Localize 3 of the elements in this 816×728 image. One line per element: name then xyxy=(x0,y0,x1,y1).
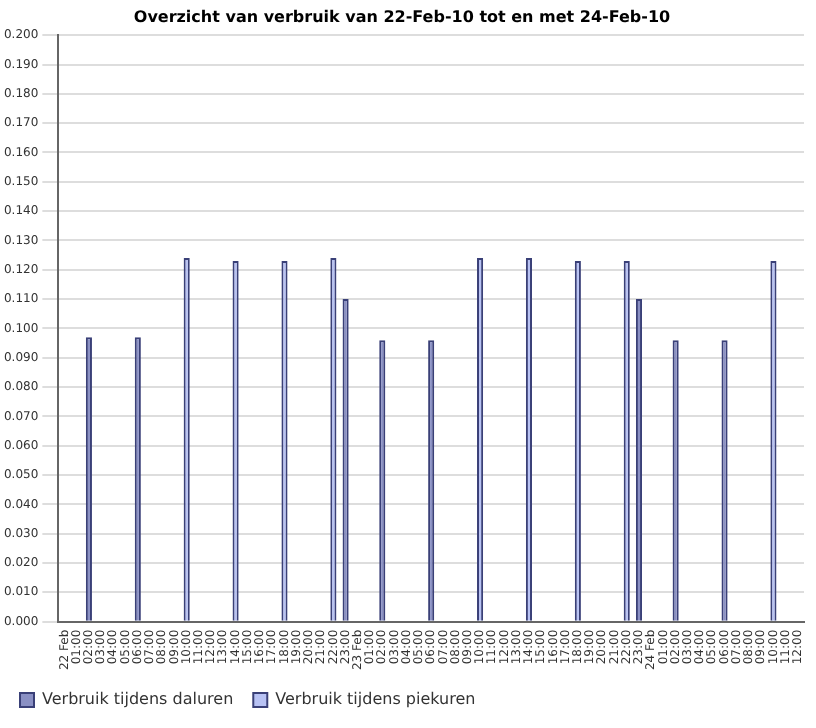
chart-title: Overzicht van verbruik van 22-Feb-10 tot en met 24-Feb-10 xyxy=(133,7,672,26)
legend-label: Verbruik tijdens piekuren xyxy=(275,690,476,709)
legend-label: Verbruik tijdens daluren xyxy=(42,690,234,709)
